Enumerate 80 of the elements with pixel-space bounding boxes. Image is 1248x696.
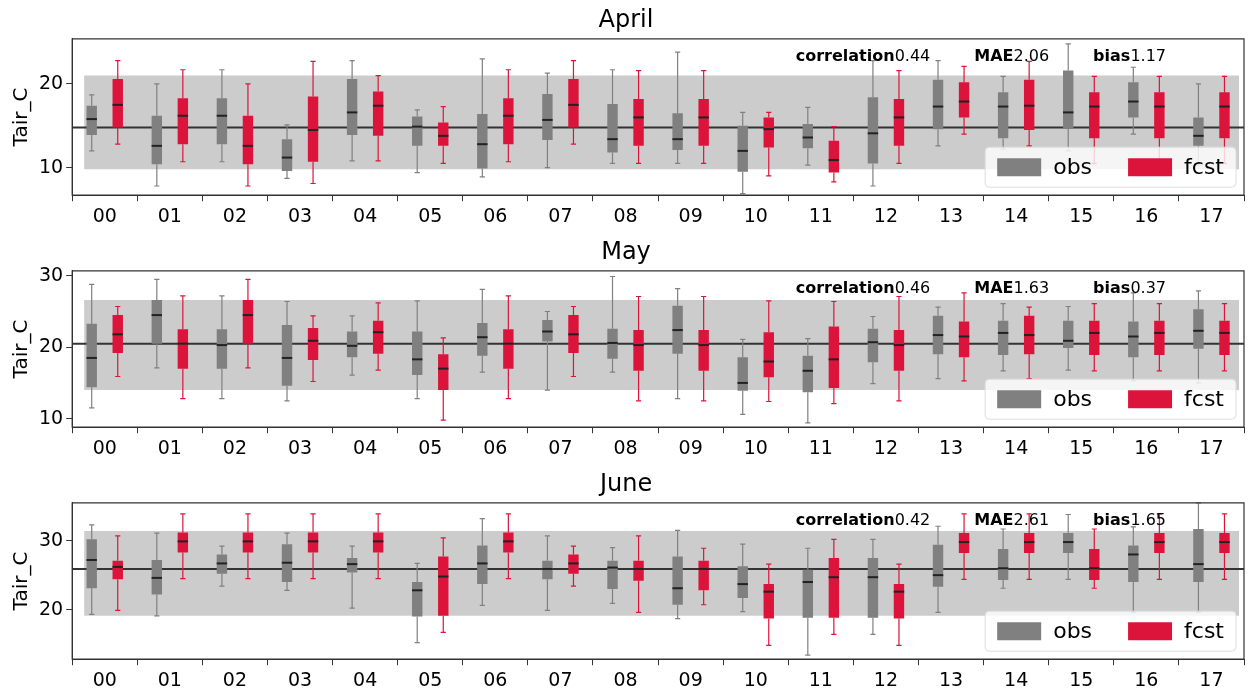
y-axis-title: Tair_C	[8, 87, 33, 148]
x-tick-label: 16	[1134, 203, 1159, 226]
x-tick-label: 01	[157, 203, 182, 226]
chart-title: June	[597, 468, 653, 497]
x-tick-label: 04	[353, 203, 378, 226]
x-tick-label: 10	[743, 667, 768, 690]
x-tick-label: 10	[743, 203, 768, 226]
x-tick-label: 13	[938, 203, 964, 226]
x-tick-label: 00	[92, 667, 117, 690]
x-tick-label: 17	[1199, 667, 1224, 690]
x-tick-label: 05	[418, 435, 443, 458]
annotation: correlation0.46	[795, 277, 931, 297]
x-tick-label: 13	[938, 667, 964, 690]
x-tick-label: 07	[548, 435, 573, 458]
x-tick-label: 02	[222, 203, 248, 226]
annotation: bias0.37	[1093, 277, 1166, 297]
x-tick-label: 17	[1199, 435, 1224, 458]
x-tick-label: 09	[678, 203, 703, 226]
x-tick-label: 06	[483, 435, 508, 458]
x-tick-label: 09	[678, 667, 703, 690]
x-tick-label: 11	[808, 203, 833, 226]
x-tick-label: 07	[548, 203, 573, 226]
x-tick-label: 02	[222, 435, 248, 458]
legend-label: fcst	[1184, 153, 1225, 179]
x-tick-label: 04	[353, 667, 378, 690]
x-tick-label: 13	[938, 435, 964, 458]
x-tick-label: 05	[418, 203, 443, 226]
x-tick-label: 16	[1134, 667, 1159, 690]
x-tick-label: 08	[613, 435, 638, 458]
x-tick-label: 16	[1134, 435, 1159, 458]
x-tick-label: 14	[1004, 435, 1029, 458]
x-tick-label: 03	[287, 203, 313, 226]
x-tick-label: 12	[873, 435, 899, 458]
legend-label: obs	[1053, 617, 1093, 643]
x-tick-label: 15	[1069, 435, 1094, 458]
y-tick-label: 20	[38, 70, 64, 93]
x-tick-label: 14	[1004, 667, 1029, 690]
x-tick-label: 00	[92, 435, 117, 458]
x-tick-label: 03	[287, 667, 313, 690]
annotation: correlation0.44	[795, 45, 931, 65]
y-tick-label: 30	[38, 527, 64, 550]
legend-label: fcst	[1184, 617, 1225, 643]
chart-title: April	[598, 4, 654, 33]
x-tick-label: 01	[157, 667, 182, 690]
legend-label: obs	[1053, 153, 1093, 179]
annotation: MAE2.06	[974, 45, 1050, 65]
x-tick-label: 15	[1069, 203, 1094, 226]
annotation: MAE1.63	[974, 277, 1050, 297]
y-tick-label: 10	[38, 154, 64, 177]
chart-title: May	[601, 236, 651, 265]
y-tick-label: 20	[38, 596, 64, 619]
x-tick-label: 09	[678, 435, 703, 458]
annotation: correlation0.42	[795, 509, 931, 529]
y-tick-label: 20	[38, 334, 64, 357]
x-tick-label: 04	[353, 435, 378, 458]
y-tick-label: 10	[38, 405, 64, 428]
x-tick-label: 06	[483, 667, 508, 690]
x-tick-label: 00	[92, 203, 117, 226]
x-tick-label: 11	[808, 435, 833, 458]
y-tick-label: 30	[38, 262, 64, 285]
x-tick-label: 02	[222, 667, 248, 690]
x-tick-label: 12	[873, 203, 899, 226]
annotation: bias1.17	[1093, 45, 1166, 65]
x-tick-label: 11	[808, 667, 833, 690]
x-tick-label: 14	[1004, 203, 1029, 226]
y-axis-title: Tair_C	[8, 551, 33, 612]
x-tick-label: 08	[613, 203, 638, 226]
x-tick-label: 01	[157, 435, 182, 458]
legend-label: fcst	[1184, 385, 1225, 411]
legend-label: obs	[1053, 385, 1093, 411]
y-axis-title: Tair_C	[8, 319, 33, 380]
x-tick-label: 10	[743, 435, 768, 458]
x-tick-label: 12	[873, 667, 899, 690]
x-tick-label: 05	[418, 667, 443, 690]
x-tick-label: 17	[1199, 203, 1224, 226]
x-tick-label: 15	[1069, 667, 1094, 690]
x-tick-label: 03	[287, 435, 313, 458]
x-tick-label: 08	[613, 667, 638, 690]
x-tick-label: 06	[483, 203, 508, 226]
x-tick-label: 07	[548, 667, 573, 690]
